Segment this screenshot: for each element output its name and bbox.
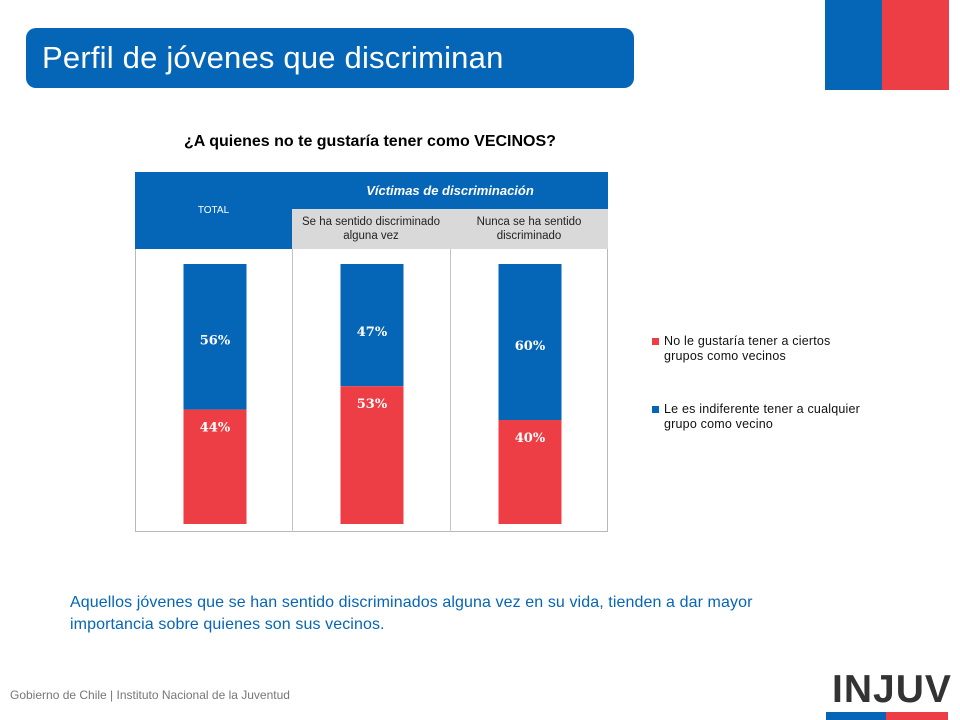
column-divider: [450, 249, 451, 532]
title-bar: Perfil de jóvenes que discriminan: [26, 28, 634, 88]
chart-title: ¿A quienes no te gustaría tener como VEC…: [184, 133, 556, 150]
flag-blue-stripe: [825, 0, 882, 90]
legend-swatch-red: [652, 338, 659, 345]
legend-label: No le gustaría tener a ciertos grupos co…: [664, 334, 831, 363]
data-label-indifferent-1: 47%: [357, 325, 388, 340]
footer-credit: Gobierno de Chile | Instituto Nacional d…: [10, 688, 290, 702]
header-never-discriminated: Nunca se ha sentido discriminado: [450, 209, 608, 249]
bar-not-like-2: [498, 420, 562, 524]
bar-indifferent-2: [498, 264, 562, 420]
injuv-logo: INJUV: [832, 668, 952, 711]
legend-item-not-like: No le gustaría tener a ciertos grupos co…: [652, 334, 872, 364]
legend-swatch-blue: [652, 406, 659, 413]
chart-legend: No le gustaría tener a ciertos grupos co…: [652, 334, 872, 470]
conclusion-note: Aquellos jóvenes que se han sentido disc…: [70, 594, 753, 633]
page-title: Perfil de jóvenes que discriminan: [42, 40, 504, 75]
header-victims-group: Víctimas de discriminación: [292, 172, 608, 209]
column-divider: [292, 249, 293, 532]
bar-indifferent-0: [183, 264, 247, 410]
bar-not-like-0: [183, 409, 247, 524]
data-label-not-like-2: 40%: [515, 431, 546, 446]
header-total: TOTAL: [135, 172, 292, 249]
data-label-indifferent-2: 60%: [515, 339, 546, 354]
bar-indifferent-1: [340, 264, 404, 387]
data-label-indifferent-0: 56%: [200, 334, 231, 349]
data-label-not-like-0: 44%: [200, 421, 231, 436]
flag-red-stripe: [882, 0, 949, 90]
legend-label: Le es indiferente tener a cualquier grup…: [664, 402, 861, 431]
legend-item-indifferent: Le es indiferente tener a cualquier grup…: [652, 402, 872, 432]
logo-stripe-red: [886, 712, 948, 720]
bar-not-like-1: [340, 386, 404, 524]
header-discriminated: Se ha sentido discriminado alguna vez: [292, 209, 450, 249]
data-label-not-like-1: 53%: [357, 397, 388, 412]
logo-stripe-blue: [826, 712, 886, 720]
